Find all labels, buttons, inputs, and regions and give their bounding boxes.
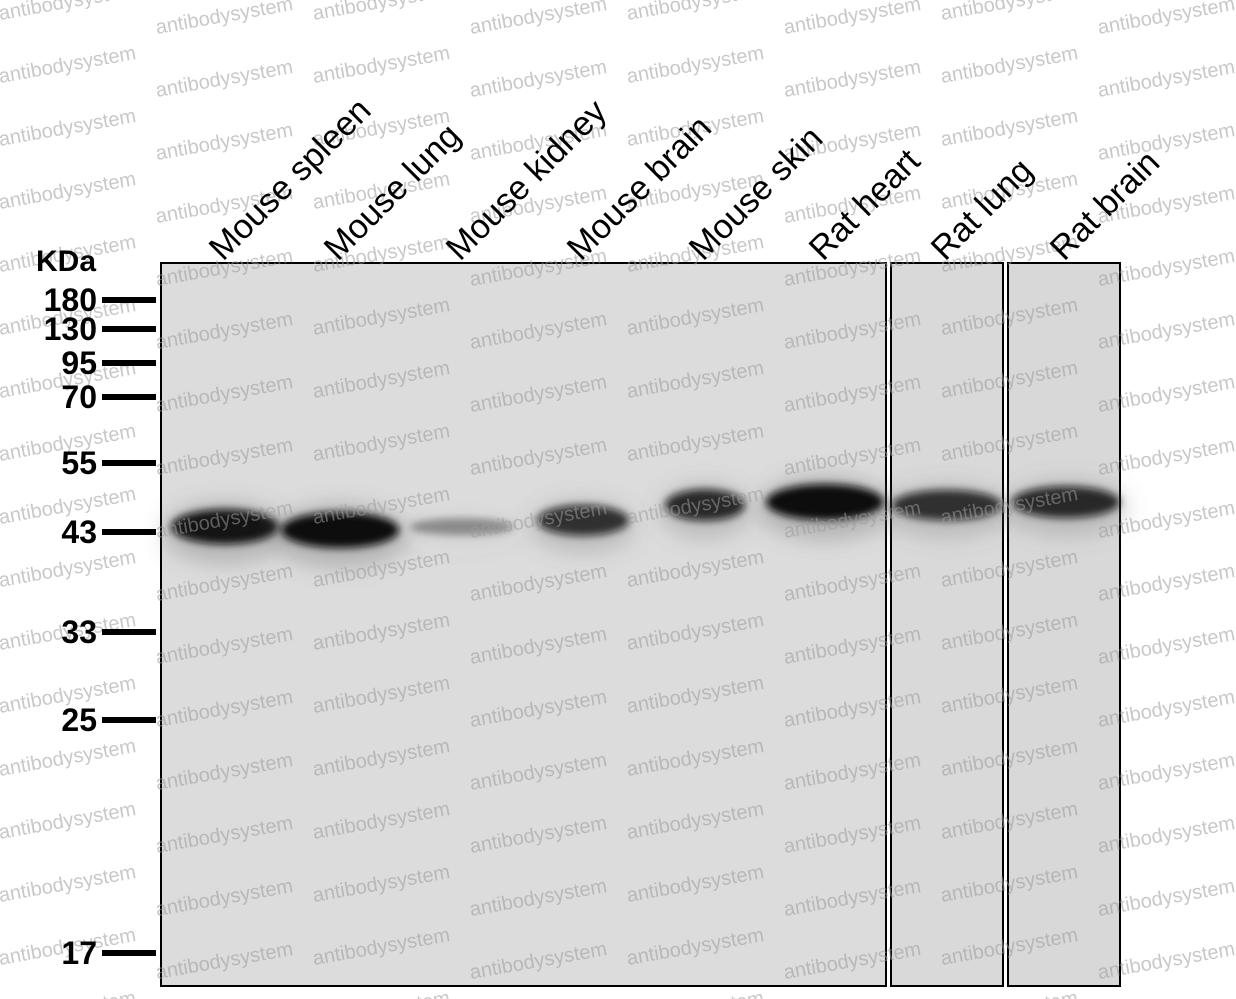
svg-text:antibodysystem: antibodysystem [0, 0, 138, 25]
band-2 [271, 503, 409, 569]
marker-label: 180 [44, 282, 97, 318]
marker-70: 70 [61, 379, 156, 415]
svg-text:antibodysystem: antibodysystem [0, 42, 138, 88]
marker-tick [102, 297, 156, 303]
membrane-panels [160, 262, 1121, 987]
svg-text:antibodysystem: antibodysystem [0, 861, 138, 907]
svg-text:antibodysystem: antibodysystem [0, 105, 138, 151]
band-5 [658, 482, 752, 540]
marker-tick [102, 629, 156, 635]
svg-text:antibodysystem: antibodysystem [939, 0, 1080, 25]
svg-text:antibodysystem: antibodysystem [782, 56, 923, 102]
band-1 [162, 501, 288, 565]
marker-label: 130 [44, 311, 97, 347]
svg-text:antibodysystem: antibodysystem [782, 0, 923, 39]
svg-text:antibodysystem: antibodysystem [0, 546, 138, 592]
marker-tick [102, 717, 156, 723]
svg-text:antibodysystem: antibodysystem [625, 42, 766, 88]
svg-text:antibodysystem: antibodysystem [1096, 56, 1236, 102]
membrane-panel-2 [890, 262, 1004, 987]
marker-17: 17 [61, 935, 156, 971]
band-7 [883, 483, 1011, 539]
marker-33: 33 [61, 614, 156, 650]
marker-180: 180 [44, 282, 156, 318]
marker-tick [102, 460, 156, 466]
membrane-panel-1 [160, 262, 887, 987]
membrane-panel-3 [1007, 262, 1121, 987]
svg-text:antibodysystem: antibodysystem [0, 735, 138, 781]
units-label: KDa [36, 245, 96, 278]
marker-tick [102, 326, 156, 332]
svg-text:antibodysystem: antibodysystem [468, 0, 609, 39]
band-4 [529, 498, 637, 554]
protein-bands [162, 475, 1129, 569]
svg-text:antibodysystem: antibodysystem [311, 42, 452, 88]
marker-95: 95 [61, 345, 156, 381]
marker-55: 55 [61, 445, 156, 481]
svg-text:antibodysystem: antibodysystem [1096, 119, 1236, 165]
svg-text:antibodysystem: antibodysystem [939, 42, 1080, 88]
svg-text:antibodysystem: antibodysystem [154, 119, 295, 165]
marker-label: 95 [61, 345, 97, 381]
marker-tick [102, 394, 156, 400]
svg-text:antibodysystem: antibodysystem [0, 987, 138, 999]
band-8 [1003, 479, 1129, 537]
marker-label: 33 [61, 614, 97, 650]
marker-tick [102, 360, 156, 366]
svg-text:antibodysystem: antibodysystem [311, 0, 452, 25]
marker-43: 43 [61, 514, 156, 550]
svg-text:antibodysystem: antibodysystem [625, 0, 766, 25]
svg-text:antibodysystem: antibodysystem [1096, 245, 1236, 291]
marker-label: 25 [61, 702, 97, 738]
svg-text:antibodysystem: antibodysystem [625, 987, 766, 999]
marker-130: 130 [44, 311, 156, 347]
marker-tick [102, 529, 156, 535]
svg-text:antibodysystem: antibodysystem [0, 798, 138, 844]
band-3 [401, 517, 523, 549]
svg-text:antibodysystem: antibodysystem [154, 0, 295, 39]
marker-label: 70 [61, 379, 97, 415]
svg-text:antibodysystem: antibodysystem [939, 105, 1080, 151]
marker-25: 25 [61, 702, 156, 738]
svg-text:antibodysystem: antibodysystem [154, 56, 295, 102]
marker-label: 17 [61, 935, 97, 971]
marker-tick [102, 950, 156, 956]
svg-text:antibodysystem: antibodysystem [1096, 0, 1236, 39]
band-6 [756, 475, 894, 541]
svg-text:antibodysystem: antibodysystem [939, 987, 1080, 999]
marker-label: 43 [61, 514, 97, 550]
svg-text:antibodysystem: antibodysystem [0, 168, 138, 214]
svg-text:antibodysystem: antibodysystem [311, 987, 452, 999]
marker-label: 55 [61, 445, 97, 481]
